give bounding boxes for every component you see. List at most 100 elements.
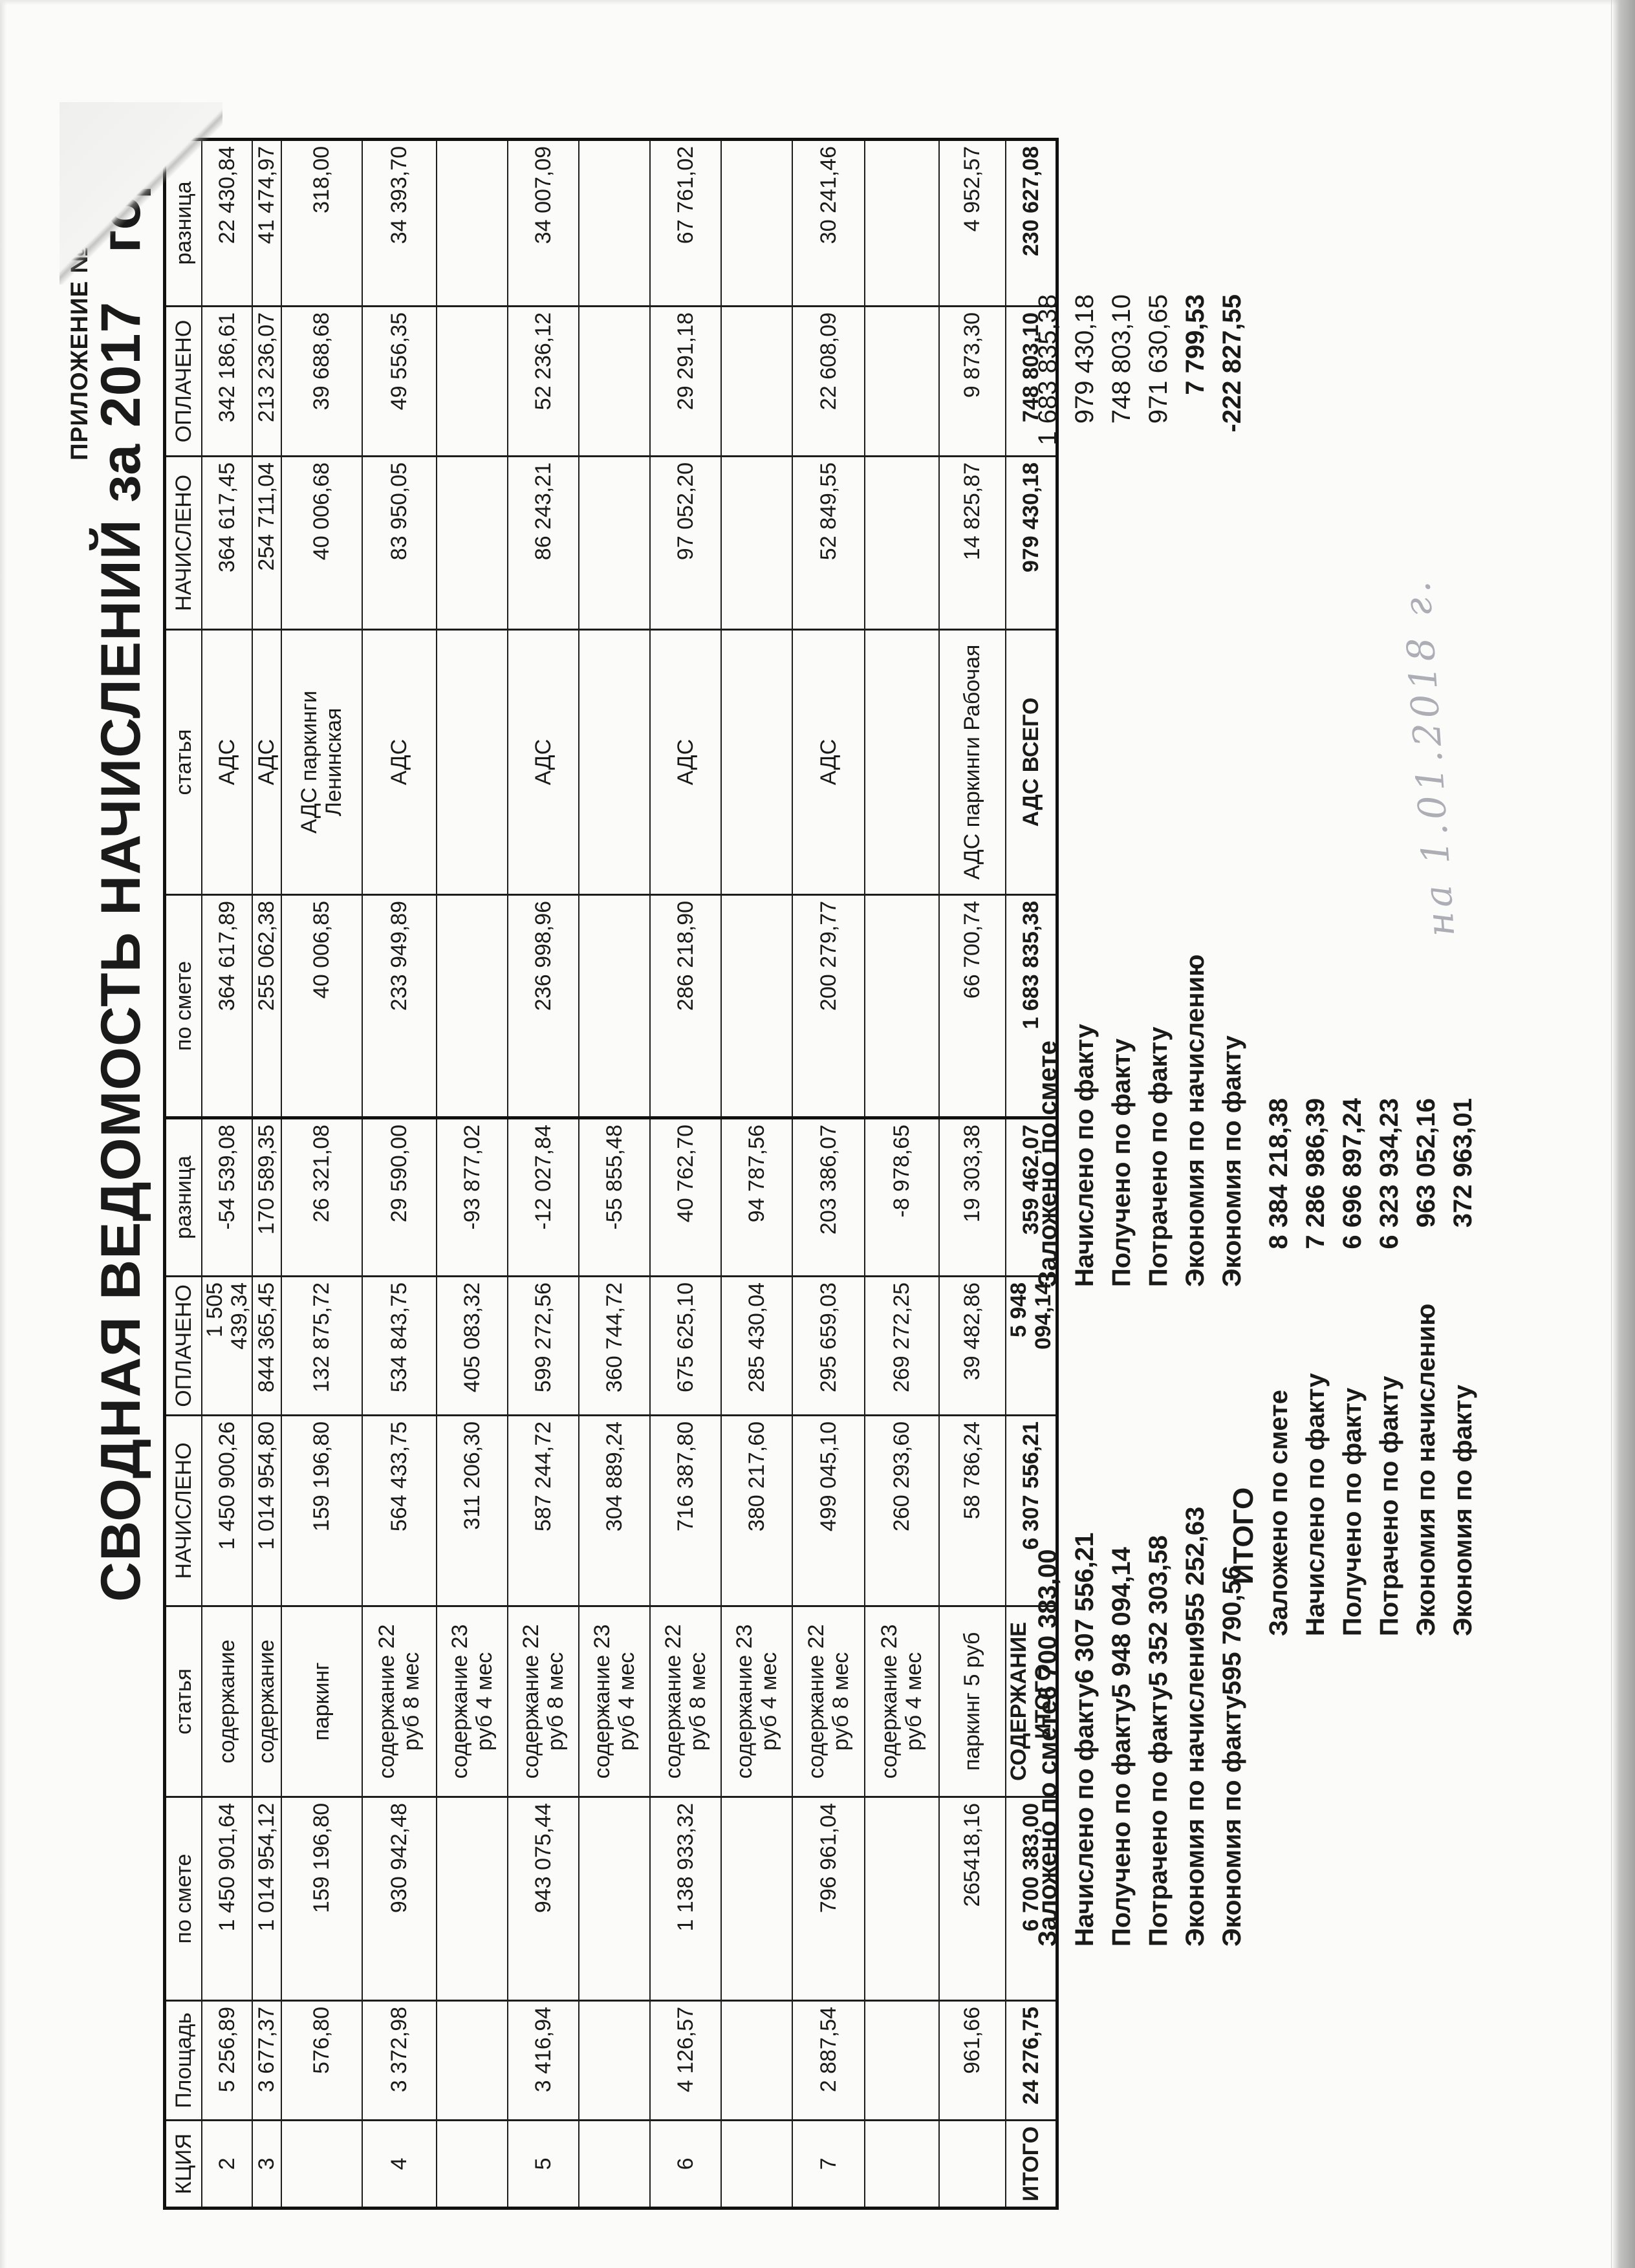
table-cell-n2: [436, 456, 508, 630]
summary-label: Заложено по смете: [1034, 1700, 1062, 1947]
table-cell-b1: [436, 1797, 508, 2001]
column-header: ОПЛАЧЕНО: [164, 306, 202, 457]
summary-label: Начислено по факту: [1070, 1683, 1099, 1947]
table-cell-a2: АДС паркинги Ленинская: [281, 629, 362, 895]
table-cell-o2: 9 873,30: [938, 306, 1006, 457]
table-cell-sec: 5: [507, 2120, 579, 2209]
table-head: КЦИЯ Площадь по смете статья НАЧИСЛЕНО ОПЛАЧЕ…: [164, 139, 202, 2209]
table-cell-r1: 40 762,70: [649, 1118, 721, 1277]
table-cell-r2: [720, 139, 792, 307]
summary-line: Потрачено по факту 6 323 934,23: [1375, 1098, 1412, 1636]
table-cell-sec: [578, 2120, 650, 2209]
summary-line: Получено по факту 748 803,10: [1107, 294, 1144, 1287]
summary-block-maintenance: Заложено по смете 6 700 383,00 Начислено п…: [1034, 1507, 1255, 1947]
table-cell-o2: 49 556,35: [362, 306, 437, 457]
table-cell-a2: АДС: [507, 629, 579, 895]
summary-value: 748 803,10: [1107, 294, 1136, 424]
summary-value: 979 430,18: [1070, 294, 1099, 424]
table-cell-r1: -54 539,08: [201, 1118, 252, 1277]
table-cell-n1: 587 244,72: [507, 1415, 579, 1606]
table-cell-a1: содержание 22 руб 8 мес: [507, 1606, 579, 1797]
table-cell-a2: АДС: [649, 629, 721, 895]
summary-value: 6 323 934,23: [1375, 1098, 1403, 1249]
table-cell-a1: содержание: [252, 1606, 281, 1797]
paper-corner-fold: [60, 102, 222, 285]
table-cell-o1: 1 505 439,34: [201, 1276, 252, 1416]
table-cell-a1: содержание 22 руб 8 мес: [362, 1606, 437, 1797]
table-cell-n1: 159 196,80: [281, 1415, 362, 1606]
table-cell-b1: 159 196,80: [281, 1797, 362, 2001]
table-cell-sec: [864, 2120, 939, 2209]
summary-line: Начислено по факту 979 430,18: [1070, 294, 1107, 1287]
table-cell-area: [864, 2000, 939, 2121]
table-cell-o2: 52 236,12: [507, 306, 579, 457]
column-header: ОПЛАЧЕНО: [164, 1276, 202, 1416]
table-cell-sec: 4: [362, 2120, 437, 2209]
table-cell-o1: 132 875,72: [281, 1276, 362, 1416]
table-cell-a2: АДС: [792, 629, 865, 895]
column-header: по смете: [164, 1797, 202, 2001]
table-row: содержание 23 руб 4 мес 311 206,30 405 083…: [436, 139, 508, 2209]
table-cell-n1: 499 045,10: [792, 1415, 865, 1606]
summary-line: Экономия по факту 372 963,01: [1449, 1098, 1486, 1636]
table-cell-n2: [720, 456, 792, 630]
table-cell-b2: 364 617,89: [201, 894, 252, 1118]
table-cell-sec: [938, 2120, 1006, 2209]
table-cell-n1: 716 387,80: [649, 1415, 721, 1606]
table-cell-sec: [720, 2120, 792, 2209]
table-cell-o1: 844 365,45: [252, 1276, 281, 1416]
table-cell-area: 576,80: [281, 2000, 362, 2121]
table-cell-sec: 3: [252, 2120, 281, 2209]
table-cell-b1: [578, 1797, 650, 2001]
table-row: содержание 23 руб 4 мес 304 889,24 360 744…: [578, 139, 650, 2209]
table-cell-b1: [720, 1797, 792, 2001]
column-header: НАЧИСЛЕНО: [164, 456, 202, 630]
table-cell-o2: [436, 306, 508, 457]
table-row: содержание 23 руб 4 мес 380 217,60 285 430…: [720, 139, 792, 2209]
column-header: разница: [164, 1118, 202, 1277]
table-cell-n2: [864, 456, 939, 630]
column-header: статья: [164, 1606, 202, 1797]
summary-value: 5 352 303,58: [1144, 1535, 1173, 1687]
summary-value: 372 963,01: [1449, 1098, 1477, 1228]
table-cell-area: 961,66: [938, 2000, 1006, 2121]
table-cell-a2: [578, 629, 650, 895]
table-cell-b1: 1 014 954,12: [252, 1797, 281, 2001]
table-cell-b2: 200 279,77: [792, 894, 865, 1118]
table-cell-area: [720, 2000, 792, 2121]
table-cell-b2: 255 062,38: [252, 894, 281, 1118]
table-cell-a2: [436, 629, 508, 895]
table-cell-o1: 269 272,25: [864, 1276, 939, 1416]
summary-line: Экономия по факту -222 827,55: [1218, 294, 1255, 1287]
table-cell-area: 4 126,57: [649, 2000, 721, 2121]
summary-line: Заложено по смете 8 384 218,38: [1264, 1098, 1301, 1636]
table-cell-area: [578, 2000, 650, 2121]
summary-value: 595 790,56: [1218, 1565, 1246, 1696]
table-cell-a2: АДС: [252, 629, 281, 895]
table-cell-o2: [720, 306, 792, 457]
table-row: содержание 23 руб 4 мес 260 293,60 269 272…: [864, 139, 939, 2209]
table-cell-a2: АДС паркинги Рабочая: [938, 629, 1006, 895]
table-cell-sec: [281, 2120, 362, 2209]
table-cell-b1: 1 450 901,64: [201, 1797, 252, 2001]
table-cell-a1: содержание: [201, 1606, 252, 1797]
table-cell-sec: 2: [201, 2120, 252, 2209]
table-cell-r1: 203 386,07: [792, 1118, 865, 1277]
summary-line: Экономия по начислению 963 052,16: [1412, 1098, 1449, 1636]
column-header: КЦИЯ: [164, 2120, 202, 2209]
table-cell-o2: 213 236,07: [252, 306, 281, 457]
table-cell-r1: 170 589,35: [252, 1118, 281, 1277]
summary-line: Заложено по смете 6 700 383,00: [1034, 1549, 1070, 1947]
table-cell-n2: 86 243,21: [507, 456, 579, 630]
table-cell-o1: 39 482,86: [938, 1276, 1006, 1416]
summary-line: Экономия по начислени 955 252,63: [1181, 1507, 1218, 1947]
summary-value: 7 286 986,39: [1301, 1098, 1330, 1249]
summary-line: Потрачено по факту 5 352 303,58: [1144, 1535, 1181, 1947]
table-cell-r2: 30 241,46: [792, 139, 865, 307]
table-cell-n1: 260 293,60: [864, 1415, 939, 1606]
table-cell-b1: 1 138 933,32: [649, 1797, 721, 2001]
table-cell-r2: 318,00: [281, 139, 362, 307]
